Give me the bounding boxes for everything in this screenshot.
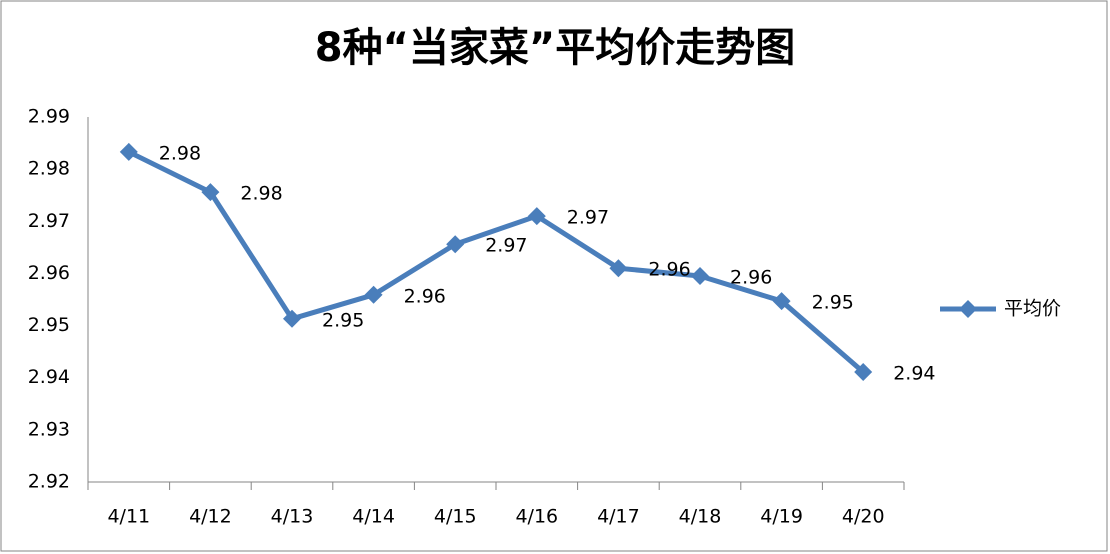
point-marker [691, 267, 709, 286]
data-label: 2.98 [240, 183, 282, 205]
y-tick-label: 2.97 [28, 210, 70, 232]
point-marker [446, 235, 465, 254]
legend-label: 平均价 [1004, 298, 1061, 320]
y-tick-label: 2.93 [28, 418, 70, 440]
x-tick-label: 4/11 [107, 506, 150, 528]
x-tick-label: 4/17 [597, 506, 640, 528]
point-marker [119, 142, 138, 161]
y-tick-label: 2.96 [28, 262, 70, 284]
series-line [127, 149, 865, 374]
legend-marker [959, 300, 977, 318]
data-label: 2.95 [322, 309, 364, 331]
x-tick-label: 4/19 [760, 506, 803, 528]
point-marker [609, 259, 628, 278]
point-marker [527, 207, 546, 226]
x-tick-label: 4/15 [434, 506, 477, 528]
chart-title: 8种“当家菜”平均价走势图 [315, 25, 795, 71]
data-label: 2.98 [159, 142, 201, 164]
data-label: 2.96 [730, 267, 772, 289]
point-marker [364, 285, 383, 304]
y-tick-label: 2.99 [28, 106, 70, 128]
data-label: 2.97 [485, 235, 527, 257]
x-tick-label: 4/14 [352, 506, 395, 528]
point-marker [854, 362, 873, 381]
data-label: 2.96 [648, 259, 690, 281]
data-label: 2.97 [567, 207, 609, 229]
point-marker [772, 292, 791, 311]
x-tick-label: 4/20 [842, 506, 885, 528]
x-tick-label: 4/18 [679, 506, 722, 528]
data-label: 2.96 [404, 285, 446, 307]
y-tick-label: 2.98 [28, 158, 70, 180]
x-tick-label: 4/13 [271, 506, 314, 528]
data-label: 2.94 [893, 362, 935, 384]
y-tick-label: 2.92 [28, 471, 70, 493]
point-marker [283, 309, 301, 328]
x-tick-label: 4/16 [515, 506, 558, 528]
x-tick-label: 4/12 [189, 506, 232, 528]
y-tick-label: 2.95 [28, 314, 70, 336]
y-tick-label: 2.94 [28, 366, 70, 388]
point-marker [201, 183, 220, 202]
data-label: 2.95 [812, 292, 854, 314]
